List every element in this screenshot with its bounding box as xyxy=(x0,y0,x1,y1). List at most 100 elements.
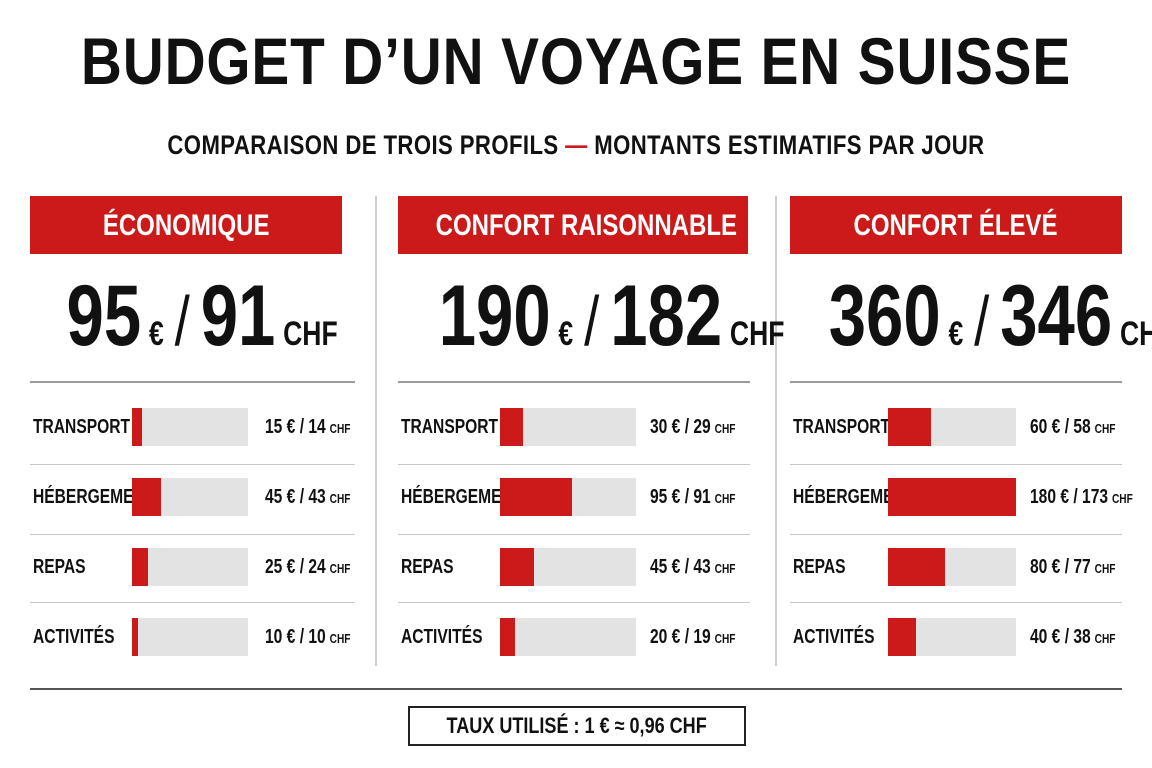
profile-header: CONFORT RAISONNABLE xyxy=(398,196,748,254)
bar-transport xyxy=(500,408,523,446)
profile-total: 95 € /91 CHF xyxy=(66,266,338,366)
amount-label-hebergement: 95 € / 91 CHF xyxy=(650,485,735,509)
bar-activites xyxy=(132,618,139,656)
amount-value: 10 € / 10 xyxy=(265,626,326,648)
row-divider xyxy=(790,602,1122,603)
total-eur-value: 360 xyxy=(828,268,941,364)
profile-total: 360€ /346CHF xyxy=(828,266,1152,366)
category-label-hebergement: HÉBERGEMENT xyxy=(793,486,915,508)
row-divider xyxy=(30,534,355,535)
total-chf-value: 346 xyxy=(1000,268,1113,364)
bar-track-transport xyxy=(132,408,248,446)
bar-track-repas xyxy=(500,548,636,586)
category-label-transport: TRANSPORT xyxy=(33,416,131,438)
amount-value: 25 € / 24 xyxy=(265,556,326,578)
amount-unit: CHF xyxy=(714,491,736,506)
totals-rule xyxy=(790,381,1122,383)
category-label-repas: REPAS xyxy=(793,556,846,578)
profile-header: CONFORT ÉLEVÉ xyxy=(790,196,1122,254)
bar-activites xyxy=(500,618,516,656)
total-chf-unit: CHF xyxy=(283,315,338,353)
amount-value: 60 € / 58 xyxy=(1030,416,1091,438)
exchange-rate-box: TAUX UTILISÉ : 1 € ≈ 0,96 CHF xyxy=(408,706,746,746)
bar-track-repas xyxy=(888,548,1016,586)
row-divider xyxy=(398,534,750,535)
amount-value: 80 € / 77 xyxy=(1030,556,1091,578)
row-divider xyxy=(30,602,355,603)
amount-label-hebergement: 45 € / 43 CHF xyxy=(265,485,350,509)
category-label-hebergement: HÉBERGEMENT xyxy=(401,486,523,508)
bar-transport xyxy=(132,408,142,446)
row-divider xyxy=(790,464,1122,465)
row-divider xyxy=(790,534,1122,535)
subtitle-left: COMPARAISON DE TROIS PROFILS xyxy=(167,130,559,160)
amount-unit: CHF xyxy=(1094,631,1116,646)
total-slash: / xyxy=(584,282,600,360)
page-subtitle: COMPARAISON DE TROIS PROFILS — MONTANTS … xyxy=(104,130,1049,161)
total-chf-unit: CHF xyxy=(1119,315,1152,353)
amount-label-transport: 15 € / 14 CHF xyxy=(265,415,350,439)
totals-rule xyxy=(398,381,750,383)
amount-value: 95 € / 91 xyxy=(650,486,711,508)
bar-track-activites xyxy=(132,618,248,656)
page-title: BUDGET D’UN VOYAGE EN SUISSE xyxy=(80,24,1072,98)
amount-unit: CHF xyxy=(329,631,351,646)
category-label-activites: ACTIVITÉS xyxy=(401,626,483,648)
bar-track-hebergement xyxy=(500,478,636,516)
profile-name: CONFORT ÉLEVÉ xyxy=(853,209,1058,242)
column-divider xyxy=(775,196,777,666)
bar-track-transport xyxy=(500,408,636,446)
amount-value: 40 € / 38 xyxy=(1030,626,1091,648)
exchange-rate-text: TAUX UTILISÉ : 1 € ≈ 0,96 CHF xyxy=(446,713,708,738)
amount-label-repas: 45 € / 43 CHF xyxy=(650,555,735,579)
profile-name: ÉCONOMIQUE xyxy=(102,209,270,242)
profile-name: CONFORT RAISONNABLE xyxy=(435,209,737,242)
amount-value: 45 € / 43 xyxy=(265,486,326,508)
row-divider xyxy=(398,602,750,603)
amount-label-transport: 60 € / 58 CHF xyxy=(1030,415,1115,439)
profile-total: 190 € /182 CHF xyxy=(438,266,785,366)
amount-unit: CHF xyxy=(329,561,351,576)
bar-hebergement xyxy=(132,478,161,516)
row-divider xyxy=(398,464,750,465)
amount-unit: CHF xyxy=(1094,561,1116,576)
bar-repas xyxy=(500,548,534,586)
total-eur-value: 95 xyxy=(66,268,142,364)
row-divider xyxy=(30,464,355,465)
amount-unit: CHF xyxy=(329,491,351,506)
totals-rule xyxy=(30,381,355,383)
amount-unit: CHF xyxy=(714,631,736,646)
amount-value: 30 € / 29 xyxy=(650,416,711,438)
total-slash: / xyxy=(174,282,190,360)
total-eur-unit: € xyxy=(948,315,964,353)
category-label-repas: REPAS xyxy=(401,556,454,578)
amount-value: 15 € / 14 xyxy=(265,416,326,438)
bar-repas xyxy=(132,548,149,586)
amount-unit: CHF xyxy=(1111,491,1133,506)
amount-label-repas: 25 € / 24 CHF xyxy=(265,555,350,579)
total-eur-unit: € xyxy=(148,315,164,353)
amount-value: 45 € / 43 xyxy=(650,556,711,578)
amount-label-activites: 20 € / 19 CHF xyxy=(650,625,735,649)
bar-track-transport xyxy=(888,408,1016,446)
category-label-transport: TRANSPORT xyxy=(793,416,891,438)
subtitle-dash: — xyxy=(565,130,588,160)
bar-hebergement xyxy=(888,478,1016,516)
profile-header: ÉCONOMIQUE xyxy=(30,196,342,254)
amount-label-transport: 30 € / 29 CHF xyxy=(650,415,735,439)
amount-label-repas: 80 € / 77 CHF xyxy=(1030,555,1115,579)
bar-track-hebergement xyxy=(132,478,248,516)
bar-activites xyxy=(888,618,917,656)
category-label-activites: ACTIVITÉS xyxy=(33,626,115,648)
bar-repas xyxy=(888,548,945,586)
total-eur-value: 190 xyxy=(438,268,551,364)
amount-unit: CHF xyxy=(329,421,351,436)
amount-label-activites: 40 € / 38 CHF xyxy=(1030,625,1115,649)
category-label-transport: TRANSPORT xyxy=(401,416,499,438)
amount-unit: CHF xyxy=(714,421,736,436)
total-chf-unit: CHF xyxy=(729,315,785,353)
amount-value: 20 € / 19 xyxy=(650,626,711,648)
total-eur-unit: € xyxy=(558,315,574,353)
amount-label-activites: 10 € / 10 CHF xyxy=(265,625,350,649)
bar-track-activites xyxy=(888,618,1016,656)
